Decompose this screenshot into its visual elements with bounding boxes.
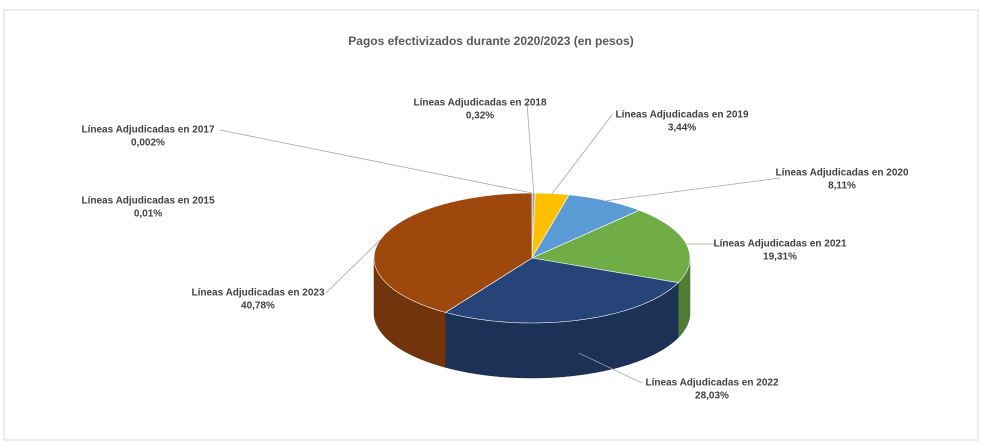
pie-slice xyxy=(531,194,641,259)
leader-line xyxy=(325,239,381,294)
data-label-name: Líneas Adjudicadas en 2020 xyxy=(775,168,908,179)
data-label-name: Líneas Adjudicadas en 2017 xyxy=(81,125,214,136)
data-label-value: 28,03% xyxy=(695,391,729,402)
pie-sides xyxy=(373,257,691,379)
pie-slice xyxy=(444,257,679,324)
data-label-value: 0,002% xyxy=(131,138,165,149)
leader-line xyxy=(606,177,781,202)
data-label-name: Líneas Adjudicadas en 2015 xyxy=(81,196,214,207)
data-label-name: Líneas Adjudicadas en 2021 xyxy=(713,239,846,250)
leader-line xyxy=(551,114,613,194)
data-label-value: 0,01% xyxy=(134,209,162,220)
leader-line xyxy=(578,352,643,384)
data-label-name: Líneas Adjudicadas en 2018 xyxy=(413,98,546,109)
leader-line xyxy=(526,102,535,194)
data-label-value: 40,78% xyxy=(241,301,275,312)
pie-slice xyxy=(373,192,533,313)
data-label-name: Líneas Adjudicadas en 2019 xyxy=(615,110,748,121)
data-label-name: Líneas Adjudicadas en 2022 xyxy=(645,378,778,389)
chart-title: Pagos efectivizados durante 2020/2023 (e… xyxy=(348,34,633,48)
leader-line xyxy=(219,129,533,194)
data-label-value: 0,32% xyxy=(466,111,494,122)
data-label-value: 19,31% xyxy=(763,252,797,263)
data-label-name: Líneas Adjudicadas en 2023 xyxy=(191,288,324,299)
data-label-value: 8,11% xyxy=(828,181,856,192)
pie-tops xyxy=(373,192,691,324)
data-label-value: 3,44% xyxy=(668,123,696,134)
